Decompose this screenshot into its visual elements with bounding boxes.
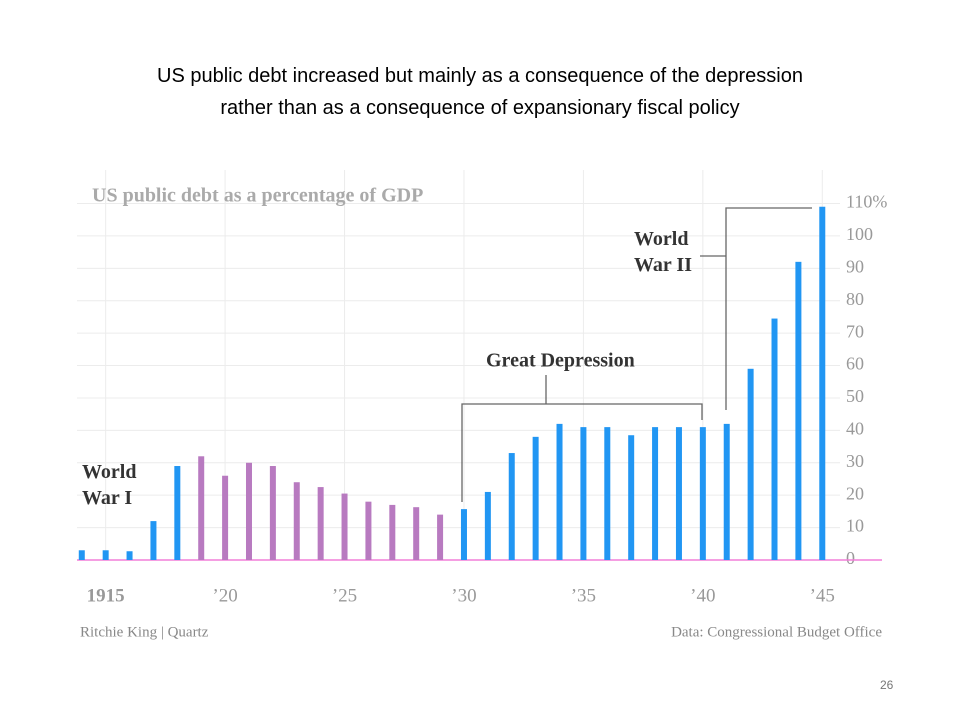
y-tick-label: 10 xyxy=(846,516,864,536)
bar xyxy=(556,423,563,560)
bar xyxy=(174,466,181,560)
bar xyxy=(747,368,754,560)
x-tick-label: ’20 xyxy=(212,585,237,606)
annotation: Great Depression xyxy=(486,350,635,372)
y-tick-label: 20 xyxy=(846,483,864,503)
bar xyxy=(628,435,635,560)
source: Ritchie King | Quartz xyxy=(80,624,209,640)
bar xyxy=(508,453,515,560)
bar xyxy=(580,427,587,560)
annotation-line: World xyxy=(634,228,688,250)
bar xyxy=(604,427,611,560)
annotation: World War I xyxy=(82,461,141,509)
source: Data: Congressional Budget Office xyxy=(671,624,882,640)
y-tick-label: 100 xyxy=(846,224,873,244)
bar xyxy=(341,493,348,560)
y-tick-label: 80 xyxy=(846,289,864,309)
bar xyxy=(102,550,109,560)
y-tick-label: 90 xyxy=(846,256,864,276)
bar xyxy=(317,487,324,560)
y-tick-label: 30 xyxy=(846,451,864,471)
title-line: rather than as a consequence of expansio… xyxy=(220,97,740,119)
y-tick-label: 70 xyxy=(846,321,864,341)
x-tick-label: ’45 xyxy=(810,585,835,606)
slide-title: US public debt increased but mainly as a… xyxy=(0,60,960,124)
bar xyxy=(198,456,205,560)
bar xyxy=(652,427,659,560)
bar xyxy=(413,507,420,560)
bar xyxy=(365,501,372,560)
bar xyxy=(771,318,778,560)
chart-title: US public debt as a percentage of GDP xyxy=(92,185,423,207)
bracket xyxy=(700,207,812,410)
bar xyxy=(484,491,491,560)
bar xyxy=(245,462,252,560)
x-tick-label: ’25 xyxy=(332,585,357,606)
title-line: US public debt increased but mainly as a… xyxy=(157,65,803,87)
bar xyxy=(699,427,706,560)
y-tick-label: 60 xyxy=(846,354,864,374)
annotation-line: War I xyxy=(82,487,132,509)
annotation: World War II xyxy=(634,228,693,276)
bracket xyxy=(461,375,703,502)
bar xyxy=(675,427,682,560)
bar xyxy=(795,261,802,560)
bar xyxy=(150,521,157,560)
bar xyxy=(819,206,826,560)
bar xyxy=(126,551,133,560)
y-tick-label: 40 xyxy=(846,418,864,438)
x-tick-label: ’30 xyxy=(451,585,476,606)
bar xyxy=(293,482,300,560)
x-tick-label: ’35 xyxy=(571,585,596,606)
bar xyxy=(269,466,276,560)
bar xyxy=(723,423,730,560)
page-number: 26 xyxy=(880,678,894,692)
bar xyxy=(78,550,85,560)
x-tick-label: ’40 xyxy=(690,585,715,606)
bar xyxy=(532,436,539,560)
x-tick-label: 1915 xyxy=(87,585,125,606)
bar xyxy=(437,514,444,560)
y-tick-label: 110% xyxy=(846,192,887,212)
bar xyxy=(222,475,229,560)
bar xyxy=(460,509,467,560)
annotation-line: War II xyxy=(634,254,692,276)
annotation-line: World xyxy=(82,461,136,483)
y-tick-label: 50 xyxy=(846,386,864,406)
y-tick-label: 0 xyxy=(846,548,855,568)
bar xyxy=(389,504,396,560)
